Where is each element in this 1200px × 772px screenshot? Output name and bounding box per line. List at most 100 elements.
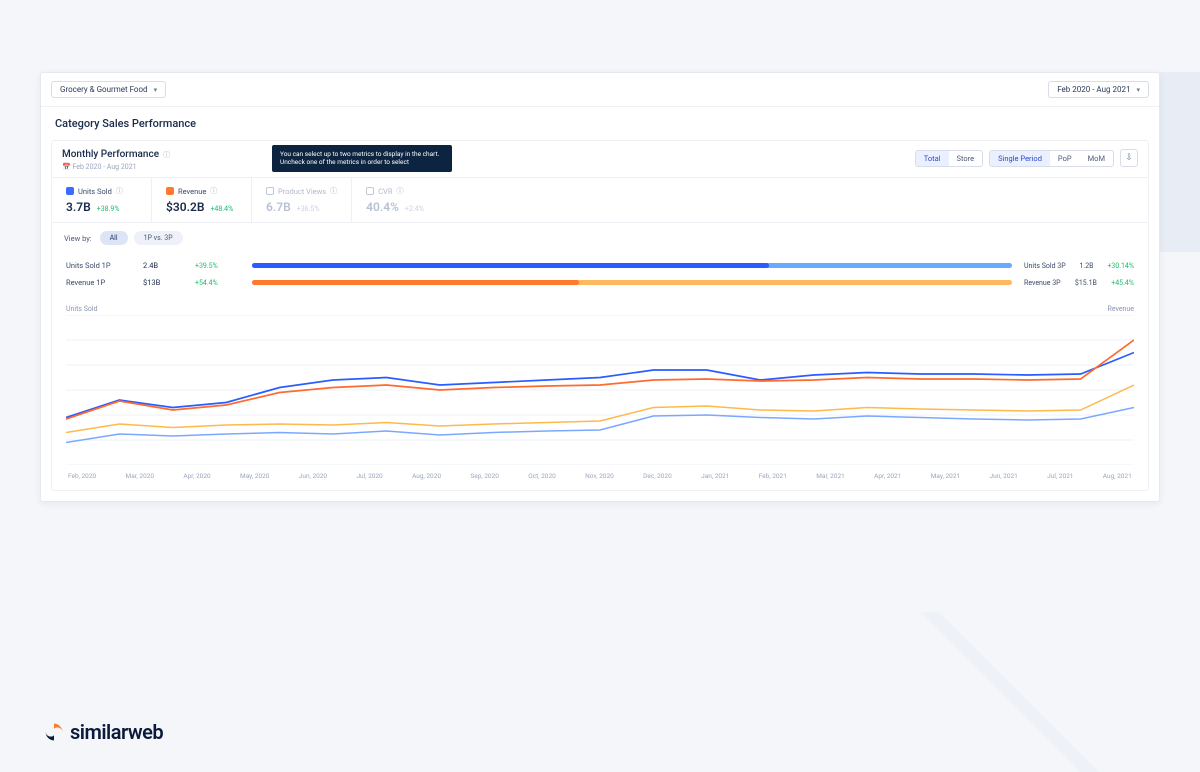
info-icon: ⓘ <box>210 186 217 196</box>
y-left-axis-label: Units Sold <box>66 305 98 313</box>
viewby-pill[interactable]: 1P vs. 3P <box>134 231 183 245</box>
period-segment: Single PeriodPoPMoM <box>989 150 1114 167</box>
checkbox-icon[interactable] <box>266 187 274 195</box>
section-title: Category Sales Performance <box>41 107 1159 134</box>
checkbox-icon[interactable] <box>66 187 74 195</box>
info-icon[interactable]: ⓘ <box>163 150 170 160</box>
x-tick-label: Aug, 2021 <box>1103 472 1132 480</box>
metric-delta: +48.4% <box>210 205 233 213</box>
metric-delta: +2.4% <box>405 205 424 213</box>
x-tick-label: Mar, 2021 <box>816 472 845 480</box>
daterange-dropdown-label: Feb 2020 - Aug 2021 <box>1057 85 1130 94</box>
metric-delta: +38.9% <box>97 205 120 213</box>
x-tick-label: May, 2021 <box>931 472 960 480</box>
download-button[interactable]: ⇩ <box>1120 149 1138 167</box>
metric-card[interactable]: Product Views ⓘ 6.7B +36.5% <box>252 178 352 222</box>
monthly-performance-panel: Monthly Performance ⓘ 📅 Feb 2020 - Aug 2… <box>51 140 1149 491</box>
x-tick-label: Nov, 2020 <box>585 472 614 480</box>
metric-value-row: 3.7B +38.9% <box>66 200 137 214</box>
metric-label-text: CVR <box>378 187 392 196</box>
topbar: Grocery & Gourmet Food ▾ Feb 2020 - Aug … <box>41 73 1159 107</box>
x-axis-ticks: Feb, 2020Mar, 2020Apr, 2020May, 2020Jun,… <box>66 472 1134 480</box>
comp-right-group: Units Sold 3P 1.2B +30.14% <box>1024 262 1134 270</box>
x-tick-label: Feb, 2020 <box>68 472 96 480</box>
segment-option[interactable]: Store <box>949 151 983 166</box>
chart-series-units-3p <box>66 385 1134 433</box>
panel-title: Monthly Performance ⓘ <box>62 149 170 160</box>
viewby-label: View by: <box>64 234 92 243</box>
panel-subtitle: 📅 Feb 2020 - Aug 2021 <box>62 163 170 171</box>
metric-delta: +36.5% <box>297 205 320 213</box>
chevron-down-icon: ▾ <box>154 86 158 94</box>
comp-bar-fill <box>252 280 579 285</box>
x-tick-label: Jun, 2021 <box>990 472 1018 480</box>
comp-bar-track <box>252 263 1012 268</box>
x-tick-label: Oct, 2020 <box>528 472 556 480</box>
view-segment: TotalStore <box>915 150 983 167</box>
metric-card[interactable]: Revenue ⓘ $30.2B +48.4% <box>152 178 252 222</box>
comp-left-value: 2.4B <box>143 261 183 270</box>
checkbox-icon[interactable] <box>366 187 374 195</box>
panel-title-wrap: Monthly Performance ⓘ 📅 Feb 2020 - Aug 2… <box>62 149 170 171</box>
segment-option[interactable]: Total <box>916 151 949 166</box>
main-card: Grocery & Gourmet Food ▾ Feb 2020 - Aug … <box>40 72 1160 502</box>
chevron-down-icon: ▾ <box>1136 86 1140 94</box>
metric-value: $30.2B <box>166 200 204 214</box>
checkbox-icon[interactable] <box>166 187 174 195</box>
comp-right-label: Units Sold 3P <box>1024 262 1066 270</box>
metric-label-text: Product Views <box>278 187 326 196</box>
x-tick-label: Mar, 2020 <box>126 472 155 480</box>
comp-right-delta: +45.4% <box>1111 279 1134 287</box>
x-tick-label: Jan, 2021 <box>701 472 729 480</box>
x-tick-label: Feb, 2021 <box>759 472 787 480</box>
axis-labels: Units Sold Revenue <box>66 305 1134 313</box>
logo-text: similarweb <box>70 720 163 744</box>
metric-limit-tooltip: You can select up to two metrics to disp… <box>272 145 452 172</box>
panel-header: Monthly Performance ⓘ 📅 Feb 2020 - Aug 2… <box>52 141 1148 177</box>
comp-right-delta: +30.14% <box>1107 262 1134 270</box>
metric-label: Revenue ⓘ <box>166 186 237 196</box>
info-icon: ⓘ <box>330 186 337 196</box>
category-dropdown[interactable]: Grocery & Gourmet Food ▾ <box>51 81 166 98</box>
metric-card[interactable]: CVR ⓘ 40.4% +2.4% <box>352 178 452 222</box>
segment-option[interactable]: Single Period <box>990 151 1050 166</box>
chart-series-revenue-1p <box>66 340 1134 419</box>
line-chart <box>66 315 1134 465</box>
x-tick-label: Apr, 2021 <box>874 472 901 480</box>
metric-card[interactable]: Units Sold ⓘ 3.7B +38.9% <box>52 178 152 222</box>
comp-left-value: $13B <box>143 278 183 287</box>
calendar-icon: 📅 <box>62 163 71 171</box>
x-tick-label: Jun, 2020 <box>299 472 327 480</box>
viewby-row: View by: All 1P vs. 3P <box>52 223 1148 253</box>
chart-wrap: Units Sold Revenue Feb, 2020 Mar, 2020 Apr… <box>52 299 1148 490</box>
metric-value-row: 6.7B +36.5% <box>266 200 337 214</box>
comp-right-label: Revenue 3P <box>1024 279 1061 287</box>
segment-option[interactable]: MoM <box>1080 151 1113 166</box>
metric-label: Product Views ⓘ <box>266 186 337 196</box>
viewby-pills: All 1P vs. 3P <box>100 231 183 245</box>
viewby-pill[interactable]: All <box>100 231 128 245</box>
comp-left-delta: +54.4% <box>195 279 240 287</box>
daterange-dropdown[interactable]: Feb 2020 - Aug 2021 ▾ <box>1048 81 1149 98</box>
comparison-row: Revenue 1P $13B +54.4% Revenue 3P $15.1B… <box>66 274 1134 291</box>
x-tick-label: Dec, 2020 <box>643 472 672 480</box>
metric-value: 6.7B <box>266 200 291 214</box>
comp-bar-track <box>252 280 1012 285</box>
info-icon: ⓘ <box>116 186 123 196</box>
x-tick-label: Sep, 2020 <box>470 472 498 480</box>
comp-left-label: Revenue 1P <box>66 278 131 287</box>
metric-value: 3.7B <box>66 200 91 214</box>
x-tick-label: Jul, 2021 <box>1047 472 1073 480</box>
comparison-row: Units Sold 1P 2.4B +39.5% Units Sold 3P … <box>66 257 1134 274</box>
metric-label-text: Units Sold <box>78 187 112 196</box>
comp-left-delta: +39.5% <box>195 262 240 270</box>
bg-decoration-bottom <box>860 612 1160 772</box>
info-icon: ⓘ <box>396 186 403 196</box>
panel-title-text: Monthly Performance <box>62 149 159 160</box>
segment-option[interactable]: PoP <box>1050 151 1080 166</box>
comp-left-label: Units Sold 1P <box>66 261 131 270</box>
comparison-bars: Units Sold 1P 2.4B +39.5% Units Sold 3P … <box>52 253 1148 299</box>
category-dropdown-label: Grocery & Gourmet Food <box>60 85 148 94</box>
x-tick-label: Aug, 2020 <box>412 472 441 480</box>
panel-subtitle-text: Feb 2020 - Aug 2021 <box>72 163 136 171</box>
